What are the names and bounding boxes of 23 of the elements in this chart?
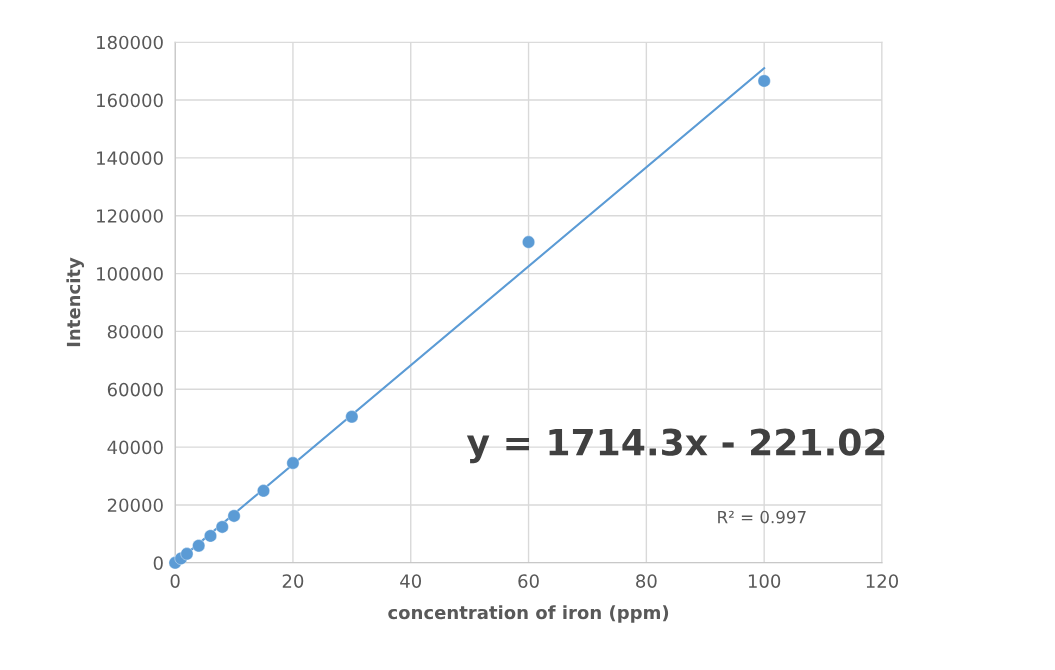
x-tick-label: 0 [170,574,180,588]
annotation: R² = 0.997 [718,510,806,524]
x-tick-label: 100 [748,574,781,588]
x-tick-label: 120 [866,574,899,588]
y-tick-label: 0 [153,556,163,570]
x-tick-label: 60 [518,574,539,588]
y-tick-label: 60000 [107,382,163,397]
x-axis-title: concentration of iron (ppm) [388,605,669,623]
y-tick-label: 20000 [107,498,163,513]
y-tick-label: 180000 [97,35,163,50]
y-tick-label: 40000 [107,440,163,455]
y-tick-label: 160000 [97,93,163,108]
y-tick-label: 120000 [97,209,163,223]
annotation: y = 1714.3x - 221.02 [466,428,885,464]
y-tick-label: 100000 [97,267,163,281]
x-tick-label: 80 [636,574,657,588]
x-tick-label: 20 [282,574,304,588]
y-axis-title: Intencity [66,257,84,347]
point [286,456,300,470]
x-tick-label: 40 [400,574,422,588]
y-tick-label: 80000 [107,324,163,339]
point [215,520,229,534]
y-tick-label: 140000 [97,151,163,166]
